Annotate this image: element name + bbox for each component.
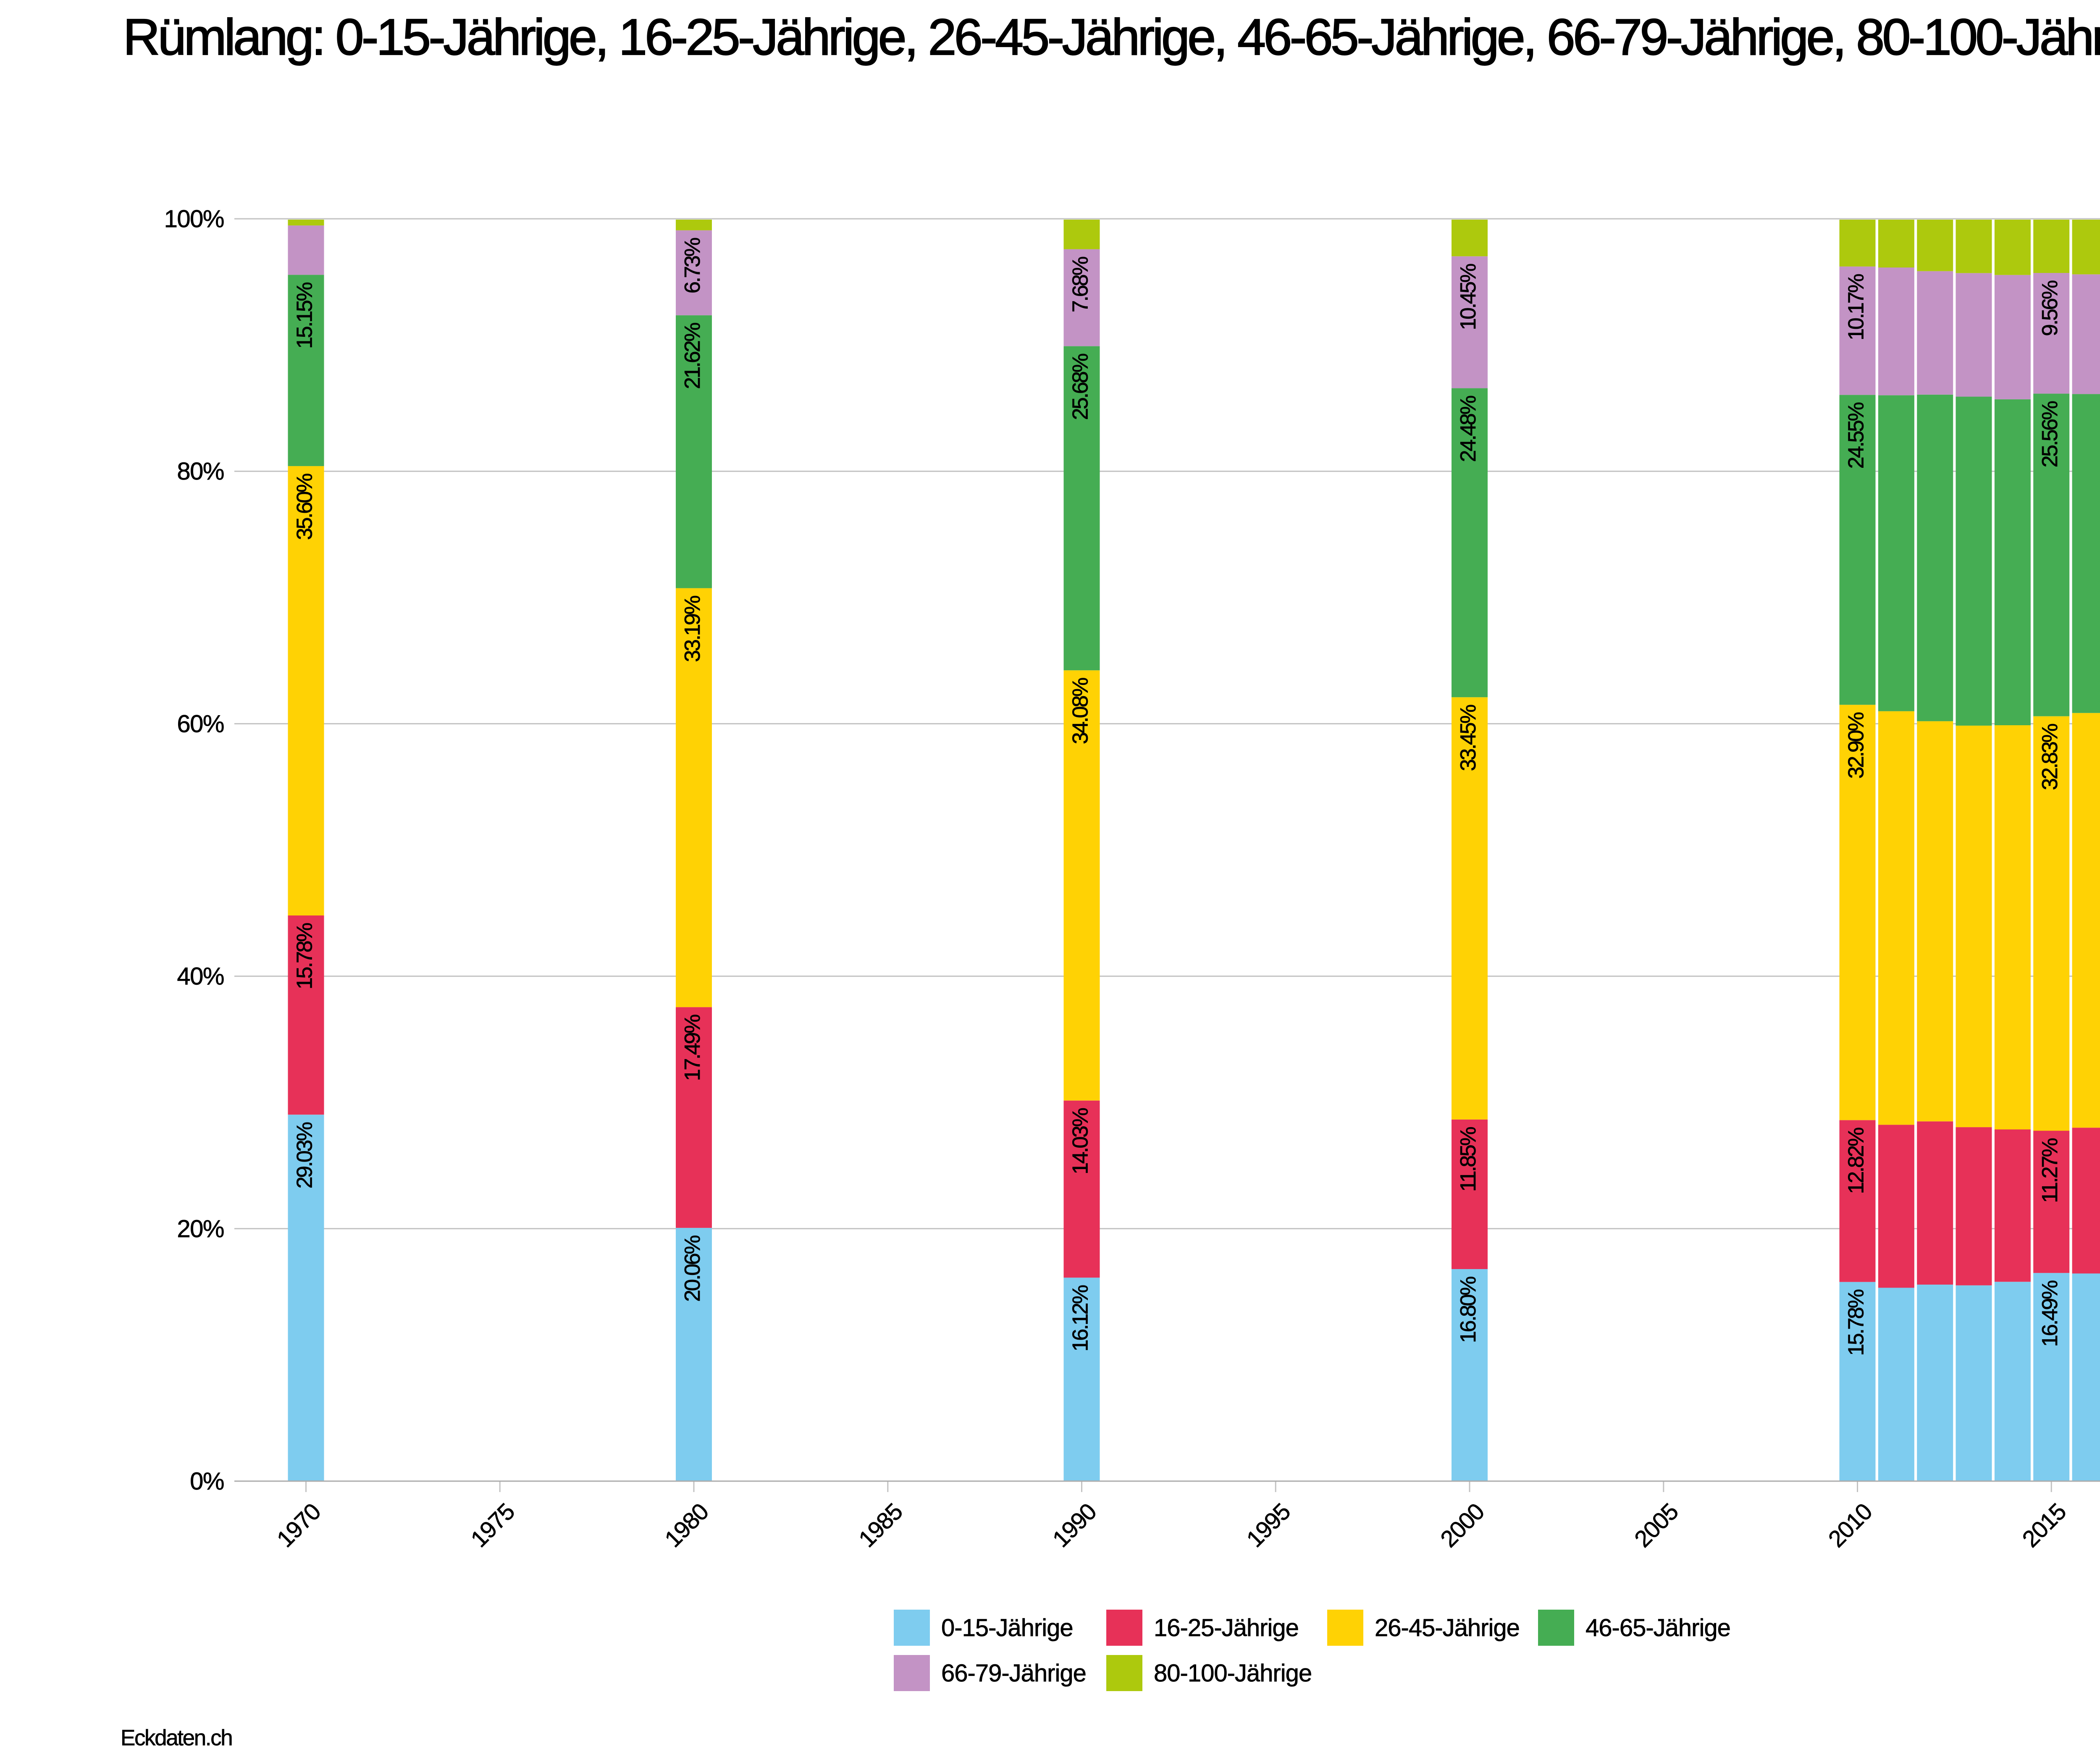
svg-text:11.85%: 11.85% — [1456, 1127, 1480, 1192]
svg-text:6.73%: 6.73% — [680, 238, 705, 294]
svg-text:24.48%: 24.48% — [1456, 396, 1480, 462]
svg-text:33.19%: 33.19% — [680, 595, 705, 662]
svg-text:80-100-Jährige: 80-100-Jährige — [1154, 1660, 1312, 1687]
svg-text:16.80%: 16.80% — [1456, 1277, 1480, 1343]
svg-text:7.68%: 7.68% — [1068, 257, 1093, 312]
svg-text:46-65-Jährige: 46-65-Jährige — [1586, 1614, 1730, 1642]
svg-text:32.83%: 32.83% — [2038, 724, 2062, 790]
svg-text:0-15-Jährige: 0-15-Jährige — [941, 1614, 1073, 1642]
svg-text:66-79-Jährige: 66-79-Jährige — [941, 1660, 1086, 1687]
svg-text:15.78%: 15.78% — [293, 923, 317, 989]
svg-text:29.03%: 29.03% — [293, 1122, 317, 1188]
svg-text:9.56%: 9.56% — [2038, 281, 2062, 336]
svg-text:14.03%: 14.03% — [1068, 1108, 1093, 1175]
svg-text:26-45-Jährige: 26-45-Jährige — [1375, 1614, 1520, 1642]
svg-text:16.49%: 16.49% — [2038, 1280, 2062, 1347]
svg-text:15.15%: 15.15% — [293, 282, 317, 349]
svg-text:Rümlang: 0-15-Jährige, 16-25-J: Rümlang: 0-15-Jährige, 16-25-Jährige, 26… — [123, 8, 2100, 66]
svg-text:24.55%: 24.55% — [1844, 402, 1869, 469]
svg-text:21.62%: 21.62% — [680, 323, 705, 389]
svg-text:10.17%: 10.17% — [1844, 274, 1869, 340]
svg-text:16-25-Jährige: 16-25-Jährige — [1154, 1614, 1299, 1642]
svg-text:33.45%: 33.45% — [1456, 705, 1480, 771]
svg-text:25.56%: 25.56% — [2038, 401, 2062, 467]
svg-text:35.60%: 35.60% — [293, 474, 317, 540]
svg-text:11.27%: 11.27% — [2038, 1138, 2062, 1203]
svg-text:32.90%: 32.90% — [1844, 712, 1869, 779]
svg-text:34.08%: 34.08% — [1068, 678, 1093, 744]
svg-text:40%: 40% — [177, 963, 224, 990]
svg-text:20.06%: 20.06% — [680, 1235, 705, 1302]
svg-text:80%: 80% — [177, 458, 224, 485]
svg-text:100%: 100% — [164, 205, 224, 233]
svg-text:60%: 60% — [177, 710, 224, 737]
svg-text:Eckdaten.ch: Eckdaten.ch — [121, 1726, 232, 1750]
svg-text:15.78%: 15.78% — [1844, 1290, 1869, 1356]
svg-text:20%: 20% — [177, 1215, 224, 1243]
svg-text:25.68%: 25.68% — [1068, 354, 1093, 420]
svg-text:17.49%: 17.49% — [680, 1015, 705, 1081]
svg-text:10.45%: 10.45% — [1456, 264, 1480, 330]
svg-text:12.82%: 12.82% — [1844, 1128, 1869, 1194]
svg-text:0%: 0% — [190, 1468, 224, 1495]
svg-text:16.12%: 16.12% — [1068, 1285, 1093, 1351]
